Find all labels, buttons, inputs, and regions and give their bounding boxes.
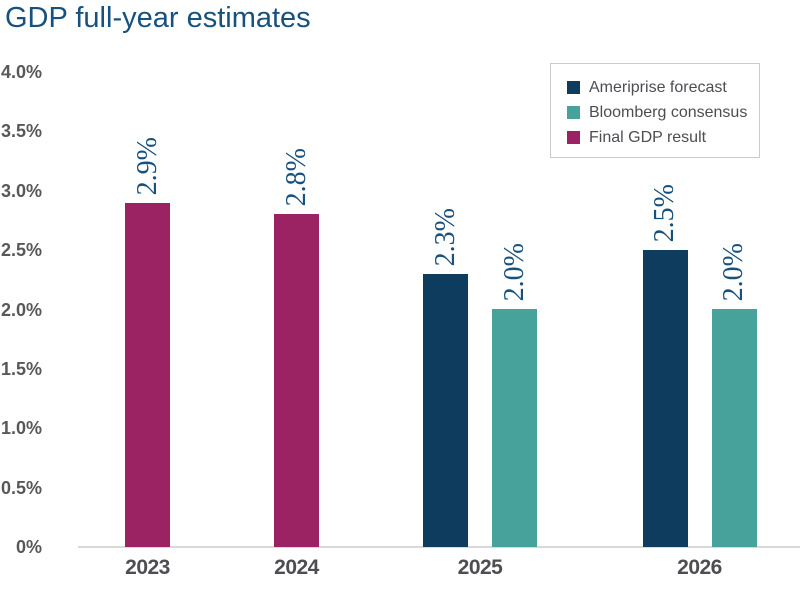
bar-2026-bloomberg — [711, 309, 757, 547]
y-axis-tick-label: 2.0% — [0, 299, 42, 320]
y-axis-tick-label: 1.0% — [0, 418, 42, 439]
y-axis-tick-label: 0% — [15, 537, 42, 557]
y-axis-tick-label: 0.5% — [0, 477, 42, 498]
legend-item: Final GDP result — [567, 125, 759, 150]
bar-value-label: 2.3% — [429, 207, 461, 266]
y-axis-tick-label: 3.0% — [0, 180, 42, 201]
bar-2025-bloomberg — [492, 309, 537, 547]
y-axis-tick-label: 3.5% — [0, 121, 42, 142]
legend-label: Final GDP result — [589, 128, 707, 146]
x-axis-line — [78, 546, 800, 548]
bar-value-label-wrap: 2.5% — [643, 184, 688, 242]
legend: Ameriprise forecast Bloomberg consensus Fi… — [550, 63, 760, 158]
legend-swatch-icon — [567, 106, 580, 119]
legend-label: Ameriprise forecast — [589, 78, 727, 96]
bar-2025-ameriprise — [423, 274, 468, 547]
bar-value-label-wrap: 2.8% — [274, 148, 319, 206]
bar-2023-final — [125, 203, 170, 547]
y-axis-tick-label: 2.5% — [0, 240, 42, 261]
bar-value-label: 2.9% — [131, 136, 163, 195]
bar-value-label: 2.0% — [498, 242, 530, 301]
bar-value-label: 2.8% — [280, 147, 312, 206]
legend-swatch-icon — [567, 131, 580, 144]
bar-value-label-wrap: 2.9% — [125, 137, 170, 195]
x-axis-category-label: 2024 — [274, 556, 319, 579]
y-axis-tick-label: 1.5% — [0, 358, 42, 379]
chart-title: GDP full-year estimates — [5, 2, 311, 34]
bar-value-label: 2.0% — [718, 242, 749, 301]
legend-item: Bloomberg consensus — [567, 100, 759, 125]
bar-value-label-wrap: 2.0% — [492, 243, 537, 301]
bar-2024-final — [274, 214, 319, 547]
legend-label: Bloomberg consensus — [589, 103, 748, 121]
bar-2026-ameriprise — [642, 250, 688, 547]
bar-value-label-wrap: 2.3% — [423, 208, 468, 266]
legend-swatch-icon — [567, 81, 580, 94]
bar-value-label: 2.5% — [649, 183, 680, 242]
bar-value-label-wrap: 2.0% — [712, 243, 757, 301]
x-axis-category-label: 2026 — [677, 556, 722, 579]
legend-item: Ameriprise forecast — [567, 75, 759, 100]
y-axis-tick-label: 4.0% — [0, 62, 42, 82]
x-axis-category-label: 2023 — [125, 556, 170, 579]
x-axis-category-label: 2025 — [457, 556, 503, 579]
